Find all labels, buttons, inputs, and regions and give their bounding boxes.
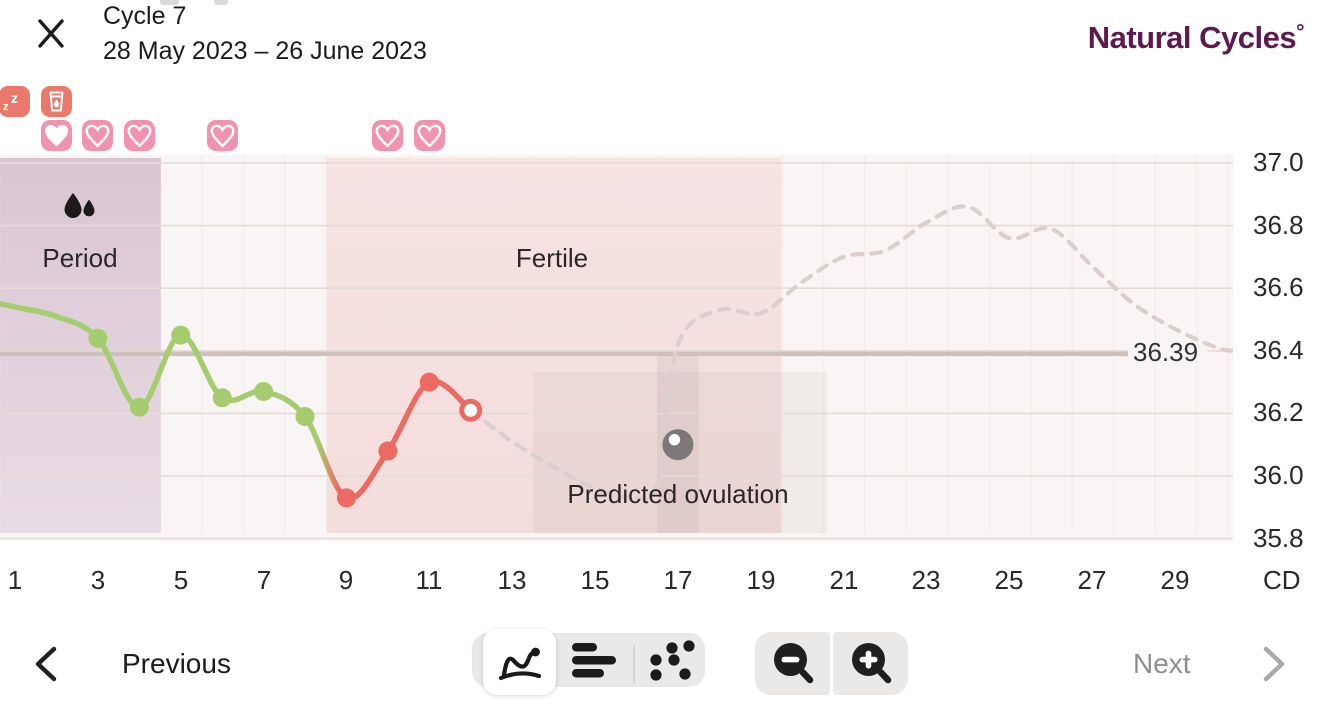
zoom-in-icon — [852, 643, 892, 684]
next-button-disabled[interactable] — [1262, 646, 1290, 682]
chevron-left-icon — [35, 646, 57, 682]
chevron-right-icon — [1263, 646, 1285, 682]
heart-outline-badge-day-10[interactable] — [372, 120, 403, 151]
heart-outline-badge-day-3[interactable] — [82, 120, 113, 151]
x-tick-label: 23 — [911, 565, 941, 595]
cycle-date-range: 28 May 2023 – 26 June 2023 — [103, 37, 427, 65]
zoom-out-button[interactable] — [755, 632, 830, 695]
period-region-label: Period — [42, 243, 118, 273]
y-tick-label: 36.8 — [1253, 210, 1304, 240]
scatter-chart-icon — [650, 640, 695, 681]
previous-label[interactable]: Previous — [122, 648, 231, 679]
y-tick-label: 35.8 — [1253, 523, 1304, 553]
predicted-ovulation-marker-dot — [668, 434, 681, 446]
x-tick-label: 27 — [1077, 565, 1107, 595]
brand-logo: Natural Cycles° — [1087, 20, 1305, 55]
x-tick-label: 7 — [256, 565, 272, 595]
temperature-dot-day-5[interactable] — [171, 325, 191, 345]
y-tick-label: 36.2 — [1253, 397, 1304, 427]
heart-outline-badge-day-4[interactable] — [124, 120, 155, 151]
drink-icon — [49, 91, 64, 112]
heart-filled-badge-day-2[interactable] — [41, 120, 72, 151]
x-tick-label: 11 — [415, 565, 443, 595]
temperature-dot-day-4[interactable] — [129, 397, 149, 417]
page-title: Cycle 7 — [103, 2, 187, 30]
next-label: Next — [1133, 648, 1191, 679]
x-tick-label: 25 — [994, 565, 1024, 595]
heart-icon — [417, 124, 442, 148]
x-tick-label: 29 — [1160, 565, 1190, 595]
temperature-dot-day-7[interactable] — [254, 382, 274, 401]
logo-degree-mark: ° — [1296, 21, 1304, 44]
temperature-dot-day-6[interactable] — [212, 388, 232, 408]
y-tick-label: 36.0 — [1253, 460, 1304, 490]
segment-scatter-chart[interactable] — [635, 633, 705, 687]
segment-divider — [633, 645, 635, 683]
y-tick-label: 37.0 — [1253, 147, 1304, 177]
zoom-out-icon — [774, 643, 814, 684]
period-region — [0, 158, 161, 533]
x-tick-label: 1 — [7, 565, 23, 595]
drink-badge-day-2[interactable] — [41, 86, 72, 117]
x-axis-unit-label: CD — [1263, 565, 1301, 595]
excluded-temperature-dot[interactable] — [459, 398, 483, 422]
fertile-region-label: Fertile — [515, 243, 589, 273]
clipped-ui-fragment — [160, 0, 179, 5]
heart-outline-badge-day-6[interactable] — [207, 120, 238, 151]
predicted-ovulation-marker — [662, 429, 694, 461]
x-tick-label: 3 — [90, 565, 106, 595]
temperature-dot-day-8[interactable] — [295, 407, 315, 426]
segment-bar-chart[interactable] — [557, 633, 633, 687]
temperature-dot-day-9[interactable] — [336, 488, 356, 508]
line-chart-icon — [497, 641, 543, 683]
x-tick-label: 9 — [338, 565, 354, 595]
heart-icon — [44, 124, 69, 147]
predicted-ovulation-label: Predicted ovulation — [567, 479, 789, 509]
heart-icon — [210, 124, 235, 148]
svg-text:z: z — [11, 90, 18, 106]
svg-text:z: z — [3, 101, 9, 113]
y-tick-label: 36.6 — [1253, 272, 1304, 302]
clipped-ui-fragment — [214, 0, 228, 5]
temperature-chart — [0, 158, 1233, 540]
x-tick-label: 17 — [663, 565, 693, 595]
sleep-icon: zz — [3, 90, 18, 113]
predicted-temperature-line — [468, 204, 1233, 502]
temperature-dot-day-11[interactable] — [419, 372, 439, 392]
fertile-region — [327, 158, 782, 533]
close-icon — [38, 19, 64, 48]
segment-line-chart-selected[interactable] — [483, 629, 556, 695]
previous-button[interactable] — [34, 646, 62, 682]
x-tick-label: 15 — [580, 565, 610, 595]
y-tick-label: 36.4 — [1253, 335, 1304, 365]
close-button[interactable] — [30, 12, 70, 52]
heart-icon — [375, 124, 400, 148]
temperature-dot-day-3[interactable] — [88, 328, 108, 348]
heart-icon — [127, 124, 152, 148]
heart-outline-badge-day-11[interactable] — [414, 120, 445, 151]
cover-line-value-label: 36.39 — [1133, 337, 1199, 367]
temperature-dot-day-10[interactable] — [378, 441, 398, 461]
x-tick-label: 19 — [746, 565, 776, 595]
heart-icon — [85, 124, 110, 148]
period-drops-icon — [62, 192, 98, 222]
x-tick-label: 21 — [829, 565, 859, 595]
x-tick-label: 5 — [173, 565, 189, 595]
zoom-in-button[interactable] — [833, 632, 908, 695]
bar-chart-icon — [572, 643, 616, 678]
x-tick-label: 13 — [497, 565, 527, 595]
